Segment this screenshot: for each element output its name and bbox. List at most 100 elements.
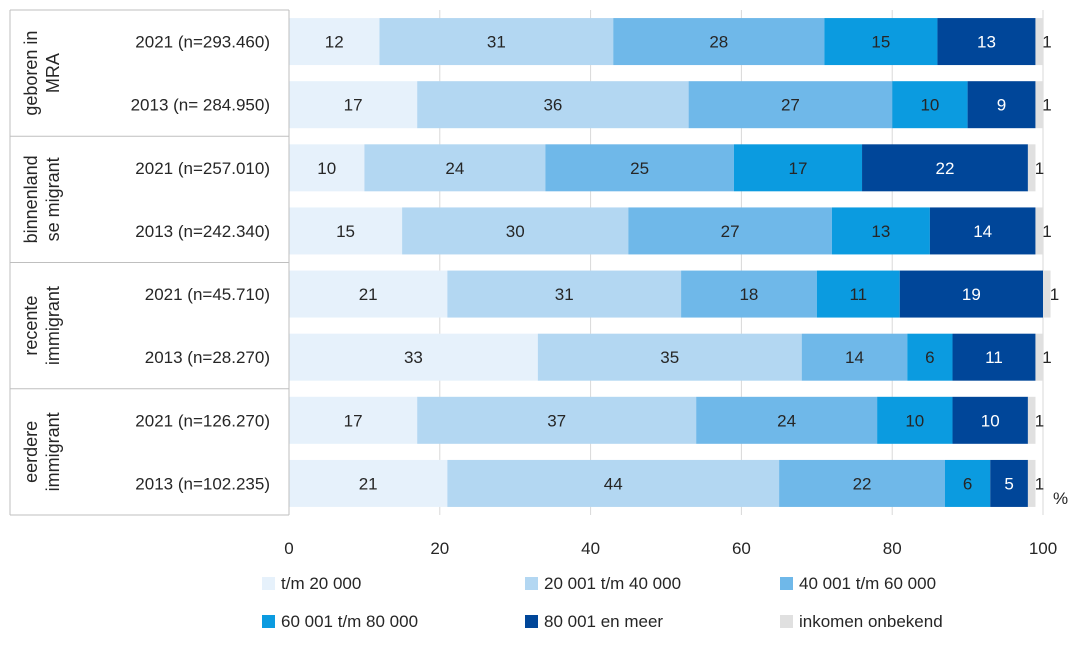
- legend-label: 40 001 t/m 60 000: [799, 574, 936, 593]
- category-label: 2021 (n=257.010): [135, 159, 270, 178]
- bar-segment: [417, 81, 689, 129]
- group-label-line: MRA: [43, 53, 63, 93]
- bar-segment: [364, 144, 546, 192]
- data-label: 1: [1042, 96, 1051, 115]
- legend-swatch: [525, 577, 538, 590]
- data-label: 1: [1035, 411, 1044, 430]
- data-label: 11: [985, 348, 1003, 367]
- bar-segment: [899, 270, 1043, 318]
- bar-segment: [801, 333, 908, 381]
- data-label: 15: [871, 33, 890, 52]
- bar-segment: [289, 81, 418, 129]
- bar-segment: [289, 18, 380, 66]
- legend-label: inkomen onbekend: [799, 612, 943, 631]
- data-label: 33: [404, 348, 423, 367]
- data-label: 22: [853, 474, 872, 493]
- bar-segment: [907, 333, 953, 381]
- unit-label: %: [1053, 489, 1068, 508]
- bar-segment: [613, 18, 825, 66]
- bar-segment: [1027, 459, 1036, 507]
- data-label: 14: [973, 222, 992, 241]
- data-label: 11: [849, 285, 867, 304]
- bar-segment: [696, 396, 878, 444]
- bar-segment: [1035, 18, 1043, 66]
- category-label: 2021 (n=45.710): [145, 285, 270, 304]
- bar-segment: [824, 18, 938, 66]
- x-tick-label: 60: [732, 539, 751, 558]
- bar-segment: [929, 207, 1036, 255]
- bar-segment: [1035, 207, 1043, 255]
- data-label: 36: [543, 96, 562, 115]
- bar-segment: [289, 270, 448, 318]
- category-label: 2013 (n=28.270): [145, 348, 270, 367]
- bar-segment: [862, 144, 1028, 192]
- data-label: 1: [1042, 222, 1051, 241]
- data-label: 1: [1035, 159, 1044, 178]
- data-label: 30: [506, 222, 525, 241]
- data-label: 28: [709, 33, 728, 52]
- data-label: 6: [925, 348, 934, 367]
- data-label: 1: [1035, 474, 1044, 493]
- bar-segment: [1027, 396, 1036, 444]
- bar-segment: [952, 333, 1036, 381]
- legend-label: 20 001 t/m 40 000: [544, 574, 681, 593]
- bar-segment: [545, 144, 734, 192]
- bar-segment: [379, 18, 614, 66]
- bar-segment: [967, 81, 1036, 129]
- data-label: 14: [845, 348, 864, 367]
- bar-segment: [733, 144, 863, 192]
- group-label-line: se migrant: [43, 157, 63, 241]
- data-label: 24: [445, 159, 464, 178]
- bar-segment: [944, 459, 991, 507]
- group-label: recente immigrant: [21, 286, 63, 365]
- group-label-line: eerdere: [21, 421, 41, 483]
- x-tick-label: 0: [284, 539, 293, 558]
- data-label: 21: [359, 474, 378, 493]
- data-label: 1: [1050, 285, 1059, 304]
- data-label: 6: [963, 474, 972, 493]
- data-label: 10: [905, 411, 924, 430]
- legend-label: 80 001 en meer: [544, 612, 663, 631]
- data-label: 21: [359, 285, 378, 304]
- data-label: 22: [936, 159, 955, 178]
- category-label: 2021 (n=293.460): [135, 33, 270, 52]
- data-label: 9: [997, 96, 1006, 115]
- bar-segment: [937, 18, 1036, 66]
- data-label: 17: [344, 411, 363, 430]
- legend-swatch: [262, 615, 275, 628]
- data-label: 27: [721, 222, 740, 241]
- legend-label: 60 001 t/m 80 000: [281, 612, 418, 631]
- x-tick-label: 80: [883, 539, 902, 558]
- bar-segment: [952, 396, 1028, 444]
- data-label: 13: [977, 33, 996, 52]
- data-label: 12: [325, 33, 344, 52]
- legend-swatch: [525, 615, 538, 628]
- category-label: 2013 (n=242.340): [135, 222, 270, 241]
- data-label: 10: [981, 411, 1000, 430]
- bar-segment: [289, 396, 418, 444]
- bar-segment: [289, 144, 365, 192]
- bar-segment: [289, 459, 448, 507]
- bar-segment: [447, 459, 780, 507]
- x-tick-label: 40: [581, 539, 600, 558]
- data-label: 31: [555, 285, 574, 304]
- x-tick-label: 20: [430, 539, 449, 558]
- bar-segment: [1043, 270, 1051, 318]
- group-label-line: immigrant: [43, 412, 63, 491]
- data-label: 37: [547, 411, 566, 430]
- group-label-line: binnenland: [21, 155, 41, 243]
- bar-segment: [289, 207, 403, 255]
- data-label: 13: [871, 222, 890, 241]
- bar-segment: [1027, 144, 1036, 192]
- category-label: 2013 (n=102.235): [135, 474, 270, 493]
- data-label: 17: [344, 96, 363, 115]
- group-label-line: recente: [21, 296, 41, 356]
- data-label: 31: [487, 33, 506, 52]
- data-label: 5: [1004, 474, 1013, 493]
- bar-segment: [1035, 333, 1043, 381]
- bar-segment: [402, 207, 629, 255]
- data-label: 10: [317, 159, 336, 178]
- bar-segment: [537, 333, 802, 381]
